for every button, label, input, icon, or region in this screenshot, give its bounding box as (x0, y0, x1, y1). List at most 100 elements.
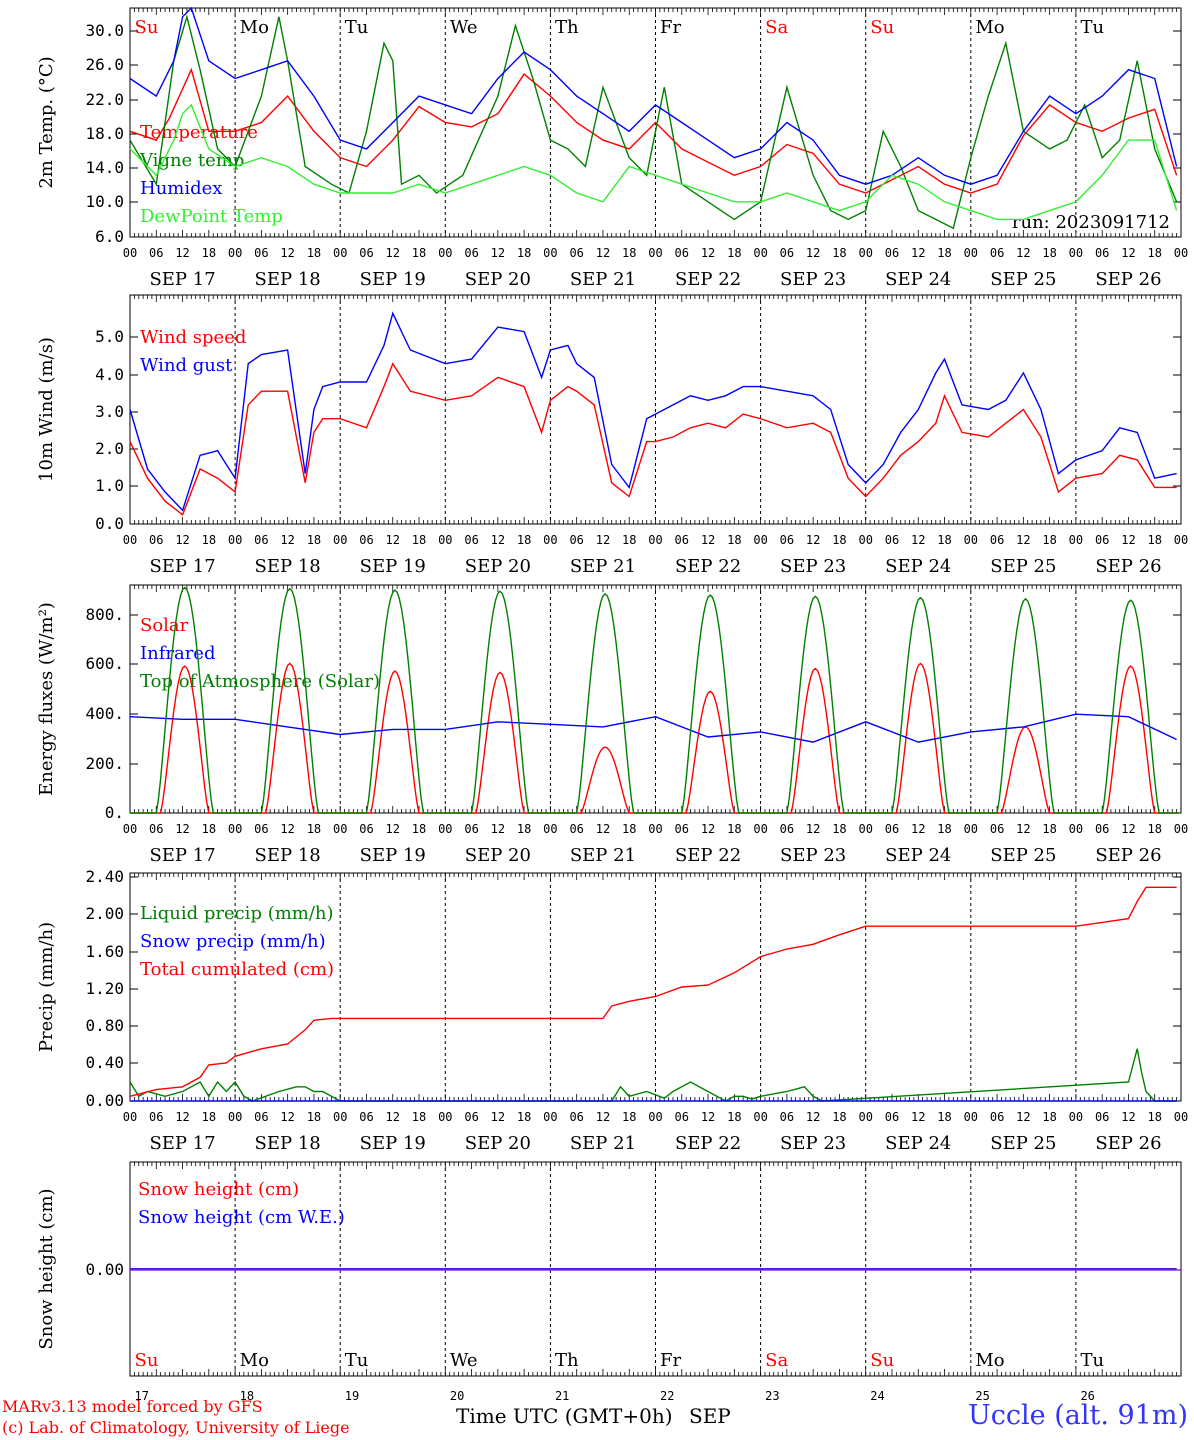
hour-tick-label: 18 (832, 246, 846, 260)
y-tick-label: 5.0 (95, 327, 124, 346)
hour-tick-label: 18 (832, 1110, 846, 1124)
hour-tick-label: 12 (1121, 1110, 1135, 1124)
hour-tick-label: 18 (1147, 1110, 1161, 1124)
date-label: SEP 17 (149, 845, 215, 866)
hour-tick-label: 18 (937, 533, 951, 547)
hour-tick-label: 18 (727, 1110, 741, 1124)
hour-tick-label: 18 (412, 822, 426, 836)
hour-tick-label: 06 (1095, 246, 1109, 260)
date-label: SEP 19 (360, 845, 426, 866)
day-number: 19 (345, 1389, 359, 1403)
hour-tick-label: 06 (1095, 533, 1109, 547)
hour-tick-label: 18 (727, 246, 741, 260)
hour-tick-label: 06 (675, 533, 689, 547)
hour-tick-label: 06 (359, 822, 373, 836)
hour-tick-label: 06 (675, 1110, 689, 1124)
date-label: SEP 18 (255, 556, 321, 577)
hour-tick-label: 18 (202, 1110, 216, 1124)
day-name: Tu (1080, 1350, 1104, 1371)
hour-tick-label: 06 (359, 246, 373, 260)
hour-tick-label: 06 (254, 246, 268, 260)
hour-tick-label: 00 (858, 1110, 872, 1124)
hour-tick-label: 18 (517, 822, 531, 836)
hour-tick-label: 18 (202, 246, 216, 260)
hour-tick-label: 06 (1095, 1110, 1109, 1124)
hour-tick-label: 00 (438, 822, 452, 836)
hour-tick-label: 18 (832, 822, 846, 836)
hour-tick-label: 00 (1174, 533, 1188, 547)
liquid-precip-mm-h--line (129, 1048, 1177, 1102)
date-label: SEP 25 (990, 1133, 1056, 1154)
day-number: 24 (870, 1389, 884, 1403)
hour-tick-label: 12 (491, 533, 505, 547)
hour-tick-label: 06 (885, 246, 899, 260)
date-label: SEP 21 (570, 269, 636, 290)
y-tick-label: 600. (85, 654, 124, 673)
hour-tick-label: 12 (911, 1110, 925, 1124)
hour-tick-label: 18 (412, 1110, 426, 1124)
hour-tick-label: 18 (622, 1110, 636, 1124)
y-tick-label: 2.40 (85, 867, 124, 886)
y-axis-label: Energy fluxes (W/m²) (36, 602, 57, 796)
y-tick-label: 0. (105, 803, 124, 822)
legend-entry: Top of Atmosphere (Solar) (140, 671, 380, 692)
hour-tick-label: 00 (228, 246, 242, 260)
hour-tick-label: 12 (806, 1110, 820, 1124)
date-label: SEP 18 (255, 1133, 321, 1154)
date-label: SEP 22 (675, 556, 741, 577)
date-label: SEP 24 (885, 269, 951, 290)
y-axis-label: 2m Temp. (°C) (36, 56, 57, 188)
hour-tick-label: 12 (175, 1110, 189, 1124)
hour-tick-label: 06 (149, 533, 163, 547)
y-axis-label: 10m Wind (m/s) (36, 337, 57, 482)
hour-tick-label: 00 (228, 822, 242, 836)
hour-tick-label: 18 (412, 533, 426, 547)
date-label: SEP 21 (570, 845, 636, 866)
top-of-atmosphere-solar--line (130, 586, 1179, 814)
hour-tick-label: 12 (280, 246, 294, 260)
date-label: SEP 20 (465, 1133, 531, 1154)
y-tick-label: 30.0 (85, 21, 124, 40)
hour-tick-label: 12 (596, 246, 610, 260)
legend-entry: Infrared (140, 643, 215, 664)
hour-tick-label: 18 (937, 822, 951, 836)
hour-tick-label: 00 (543, 1110, 557, 1124)
date-label: SEP 24 (885, 845, 951, 866)
total-cumulated-cm--line (129, 886, 1177, 1097)
y-tick-label: 3.0 (95, 402, 124, 421)
date-label: SEP 24 (885, 1133, 951, 1154)
y-tick-label: 4.0 (95, 365, 124, 384)
legend-entry: Total cumulated (cm) (140, 959, 334, 980)
hour-tick-label: 12 (386, 246, 400, 260)
day-name: Mo (975, 1350, 1004, 1371)
hour-tick-label: 12 (175, 822, 189, 836)
hour-tick-label: 00 (333, 246, 347, 260)
day-name: Su (870, 1350, 894, 1371)
legend-entry: Temperature (140, 122, 258, 143)
date-label: SEP 26 (1095, 845, 1161, 866)
hour-tick-label: 18 (517, 246, 531, 260)
wind-gust-line (129, 311, 1177, 512)
hour-tick-label: 12 (491, 822, 505, 836)
y-tick-label: 2.00 (85, 904, 124, 923)
hour-tick-label: 00 (1174, 246, 1188, 260)
hour-tick-label: 00 (438, 1110, 452, 1124)
hour-tick-label: 12 (1121, 822, 1135, 836)
date-label: SEP 18 (255, 845, 321, 866)
day-name: Sa (765, 17, 788, 38)
hour-tick-label: 00 (1174, 822, 1188, 836)
x-axis-month: SEP (689, 1404, 731, 1428)
date-label: SEP 19 (360, 269, 426, 290)
hour-tick-label: 12 (386, 1110, 400, 1124)
hour-tick-label: 12 (1016, 822, 1030, 836)
date-label: SEP 22 (675, 845, 741, 866)
hour-tick-label: 18 (412, 246, 426, 260)
date-label: SEP 26 (1095, 1133, 1161, 1154)
day-name: Mo (975, 17, 1004, 38)
hour-tick-label: 00 (1069, 822, 1083, 836)
hour-tick-label: 06 (569, 822, 583, 836)
date-label: SEP 19 (360, 1133, 426, 1154)
x-axis-title: Time UTC (GMT+0h) (456, 1404, 673, 1428)
hour-tick-label: 00 (438, 533, 452, 547)
hour-tick-label: 18 (727, 822, 741, 836)
